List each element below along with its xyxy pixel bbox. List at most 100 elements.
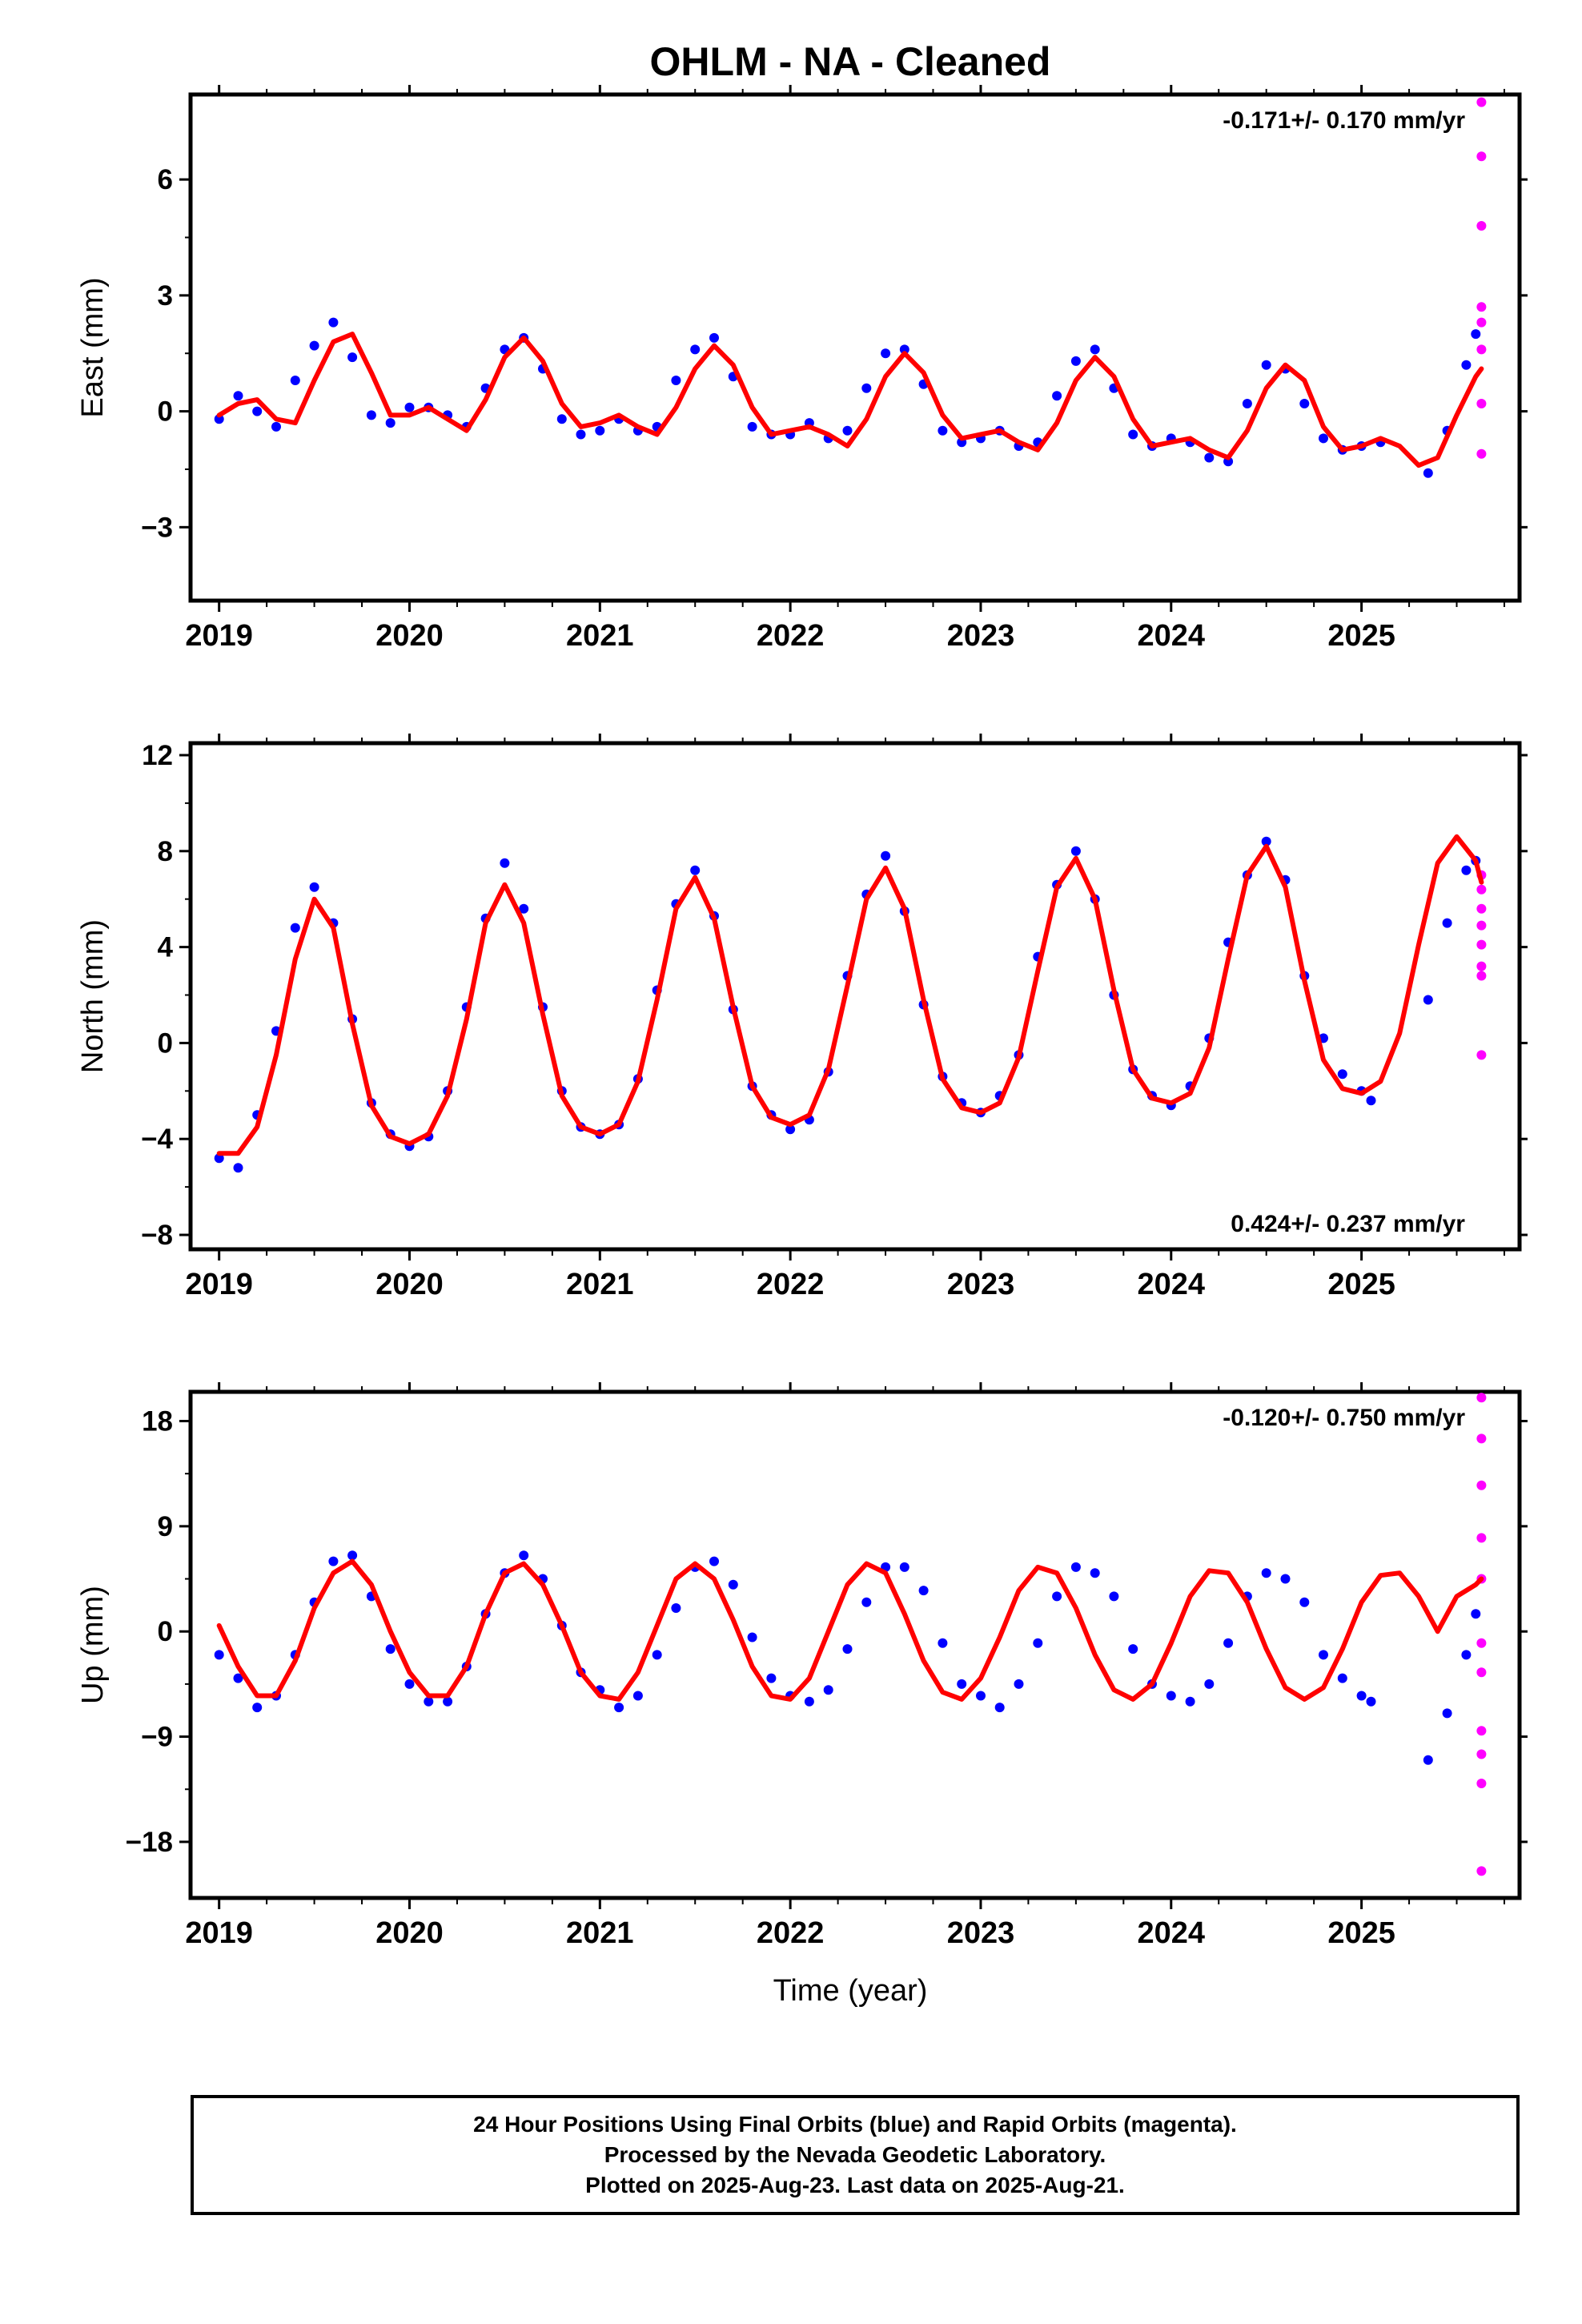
panel-1: −3 0 3 6 2019 2020 2021 2022 2023 2024 2025 East (m…	[76, 85, 1528, 653]
rapid-orbit-point	[1476, 939, 1487, 950]
y-tick-label: 0	[158, 396, 173, 428]
final-orbit-point	[1423, 1755, 1433, 1765]
final-orbit-point	[1090, 344, 1100, 355]
final-orbit-point	[1319, 433, 1328, 444]
final-orbit-point	[309, 882, 319, 892]
x-tick-label: 2022	[757, 619, 825, 653]
final-orbit-point	[214, 1650, 224, 1660]
x-tick-label: 2019	[185, 1268, 253, 1301]
x-tick-label: 2023	[947, 1268, 1015, 1301]
final-orbit-point	[1242, 399, 1252, 408]
rapid-orbit-point	[1476, 1866, 1487, 1876]
final-orbit-point	[1033, 1638, 1043, 1648]
final-orbit-point	[614, 1703, 624, 1713]
rapid-orbit-point	[1476, 1638, 1487, 1648]
final-orbit-point	[500, 858, 510, 868]
y-tick-label: −18	[126, 1827, 173, 1858]
final-orbit-point	[233, 1163, 243, 1173]
final-orbit-point	[899, 344, 909, 355]
final-orbit-point	[424, 1696, 434, 1707]
y-tick-label: 9	[158, 1511, 173, 1542]
y-tick-label: 12	[142, 740, 173, 771]
final-orbit-point	[861, 1597, 872, 1607]
final-orbit-point	[1442, 1708, 1452, 1719]
final-orbit-point	[1070, 1562, 1081, 1572]
final-orbit-point	[709, 1556, 719, 1566]
final-orbit-point	[1070, 356, 1081, 366]
final-orbit-point	[1052, 1591, 1062, 1602]
final-orbit-point	[1223, 1638, 1234, 1648]
final-orbit-point	[1366, 1096, 1376, 1106]
chart-title: OHLM - NA - Cleaned	[650, 39, 1051, 84]
final-orbit-point	[671, 376, 681, 385]
y-tick-label: 3	[158, 280, 173, 312]
final-orbit-point	[709, 332, 719, 343]
final-orbit-point	[957, 1679, 967, 1689]
rapid-orbit-point	[1476, 448, 1487, 459]
final-orbit-point	[1461, 360, 1472, 370]
x-tick-label: 2024	[1138, 1268, 1206, 1301]
final-orbit-point	[290, 376, 300, 385]
final-orbit-point	[766, 1673, 777, 1683]
final-orbit-point	[1299, 1597, 1310, 1607]
final-orbit-point	[252, 1703, 263, 1713]
final-orbit-point	[994, 1703, 1005, 1713]
rapid-orbit-point	[1476, 1779, 1487, 1788]
rapid-orbit-point	[1476, 399, 1487, 408]
final-orbit-point	[385, 1644, 396, 1655]
final-orbit-point	[404, 1679, 415, 1689]
final-orbit-point	[233, 391, 243, 401]
final-orbit-point	[1337, 1069, 1347, 1080]
y-tick-label: 4	[158, 932, 174, 963]
final-orbit-point	[595, 425, 605, 436]
final-orbit-point	[652, 1650, 662, 1660]
rapid-orbit-point	[1476, 920, 1487, 931]
final-orbit-point	[366, 410, 376, 420]
final-orbit-point	[1261, 360, 1271, 370]
final-orbit-point	[1052, 391, 1062, 401]
final-orbit-point	[1319, 1650, 1328, 1660]
rate-label: 0.424+/- 0.237 mm/yr	[1231, 1211, 1465, 1237]
rapid-orbit-point	[1476, 1667, 1487, 1678]
rapid-orbit-point	[1476, 344, 1487, 355]
final-orbit-point	[938, 425, 948, 436]
footer-line-2: Processed by the Nevada Geodetic Laborat…	[604, 2142, 1106, 2167]
x-tick-label: 2022	[757, 1268, 825, 1301]
x-tick-label: 2024	[1138, 619, 1206, 653]
final-orbit-point	[328, 317, 339, 328]
final-orbit-point	[328, 1556, 339, 1566]
final-orbit-point	[519, 1550, 529, 1561]
final-orbit-point	[747, 421, 757, 432]
x-tick-label: 2023	[947, 619, 1015, 653]
rapid-orbit-point	[1476, 903, 1487, 914]
final-orbit-point	[519, 903, 529, 914]
final-orbit-point	[1109, 1591, 1119, 1602]
y-axis-label: Up (mm)	[76, 1586, 110, 1704]
plot-frame	[188, 1389, 1522, 1900]
x-tick-label: 2024	[1138, 1916, 1206, 1950]
rapid-orbit-point	[1476, 971, 1487, 981]
x-tick-label: 2025	[1327, 619, 1395, 653]
final-orbit-point	[347, 1550, 358, 1561]
final-orbit-point	[804, 1696, 814, 1707]
x-tick-label: 2019	[185, 619, 253, 653]
final-orbit-point	[938, 1638, 948, 1648]
final-orbit-point	[823, 1685, 833, 1695]
x-tick-label: 2019	[185, 1916, 253, 1950]
final-orbit-point	[1090, 1568, 1100, 1578]
y-tick-label: 8	[158, 836, 173, 867]
y-tick-label: −8	[141, 1220, 173, 1251]
rapid-orbit-point	[1476, 97, 1487, 107]
y-tick-label: 0	[158, 1616, 173, 1647]
final-orbit-point	[1204, 1679, 1215, 1689]
x-tick-label: 2025	[1327, 1268, 1395, 1301]
rapid-orbit-point	[1476, 884, 1487, 895]
final-orbit-point	[290, 923, 300, 933]
rapid-orbit-point	[1476, 221, 1487, 231]
final-orbit-point	[1280, 1574, 1291, 1584]
y-tick-label: 0	[158, 1027, 173, 1059]
final-orbit-point	[404, 402, 415, 412]
panel-3: −18 −9 0 9 18 2019 2020 2021 2022 2023 2024 2025 Up …	[76, 1382, 1528, 1950]
final-orbit-point	[671, 1603, 681, 1613]
